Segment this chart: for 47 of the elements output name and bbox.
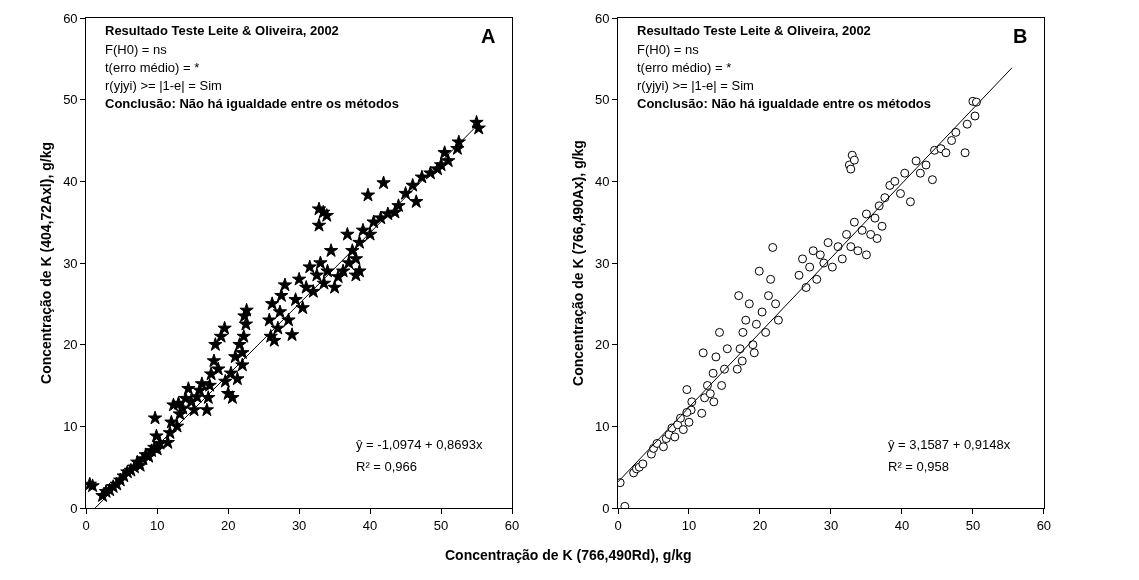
x-tick-label: 40 [894, 517, 910, 533]
y-tick-label: 30 [63, 255, 78, 271]
x-tick-label: 60 [504, 517, 520, 533]
annotation: r(yjyi) >= |1-e| = Sim [105, 78, 222, 93]
y-tick-label: 40 [63, 173, 78, 189]
x-tick-label: 20 [752, 517, 768, 533]
x-tick-label: 10 [681, 517, 697, 533]
y-tick-label: 60 [594, 10, 610, 26]
y-tick-label: 0 [602, 500, 610, 516]
annotation: r(yjyi) >= |1-e| = Sim [637, 78, 754, 93]
annotation: A [481, 25, 496, 47]
x-tick-label: 60 [1036, 517, 1052, 533]
x-tick-label: 0 [614, 517, 622, 533]
y-tick-label: 20 [63, 337, 78, 353]
y-tick-label: 50 [63, 92, 78, 108]
annotation: Conclusão: Não há igualdade entre os métodos [105, 96, 399, 111]
x-axis-title: Concentração de K (766,490Rd), g/kg [445, 547, 692, 563]
annotation: Conclusão: Não há igualdade entre os métodos [637, 96, 931, 111]
y-tick-label: 20 [594, 337, 610, 353]
y-tick-label: 40 [594, 173, 610, 189]
annotation: ŷ = 3,1587 + 0,9148x [888, 437, 1011, 452]
x-tick-label: 20 [220, 517, 236, 533]
y-tick-label: 10 [63, 418, 78, 434]
annotation: t(erro médio) = * [637, 60, 732, 75]
x-tick-label: 0 [82, 517, 90, 533]
y-tick-label: 10 [594, 418, 610, 434]
x-tick-label: 10 [149, 517, 165, 533]
x-tick-label: 50 [433, 517, 449, 533]
y-tick-label: 0 [70, 500, 78, 516]
annotation: ŷ = -1,0974 + 0,8693x [356, 437, 483, 452]
x-tick-label: 30 [823, 517, 839, 533]
chart-title: Resultado Teste Leite & Oliveira, 2002 [637, 23, 871, 38]
y-tick-label: 50 [594, 92, 610, 108]
y-axis-title: Concentração de K (404,72Axl), g/kg [37, 142, 54, 384]
annotation: t(erro médio) = * [105, 60, 200, 75]
annotation: B [1013, 25, 1028, 47]
x-tick-label: 50 [965, 517, 981, 533]
y-tick-label: 60 [63, 10, 78, 26]
annotation: R² = 0,966 [356, 459, 418, 474]
annotation: F(H0) = ns [105, 42, 168, 57]
y-tick-label: 30 [594, 255, 610, 271]
annotation: F(H0) = ns [637, 42, 700, 57]
chart-title: Resultado Teste Leite & Oliveira, 2002 [105, 23, 339, 38]
annotation: R² = 0,958 [888, 459, 950, 474]
x-tick-label: 30 [291, 517, 307, 533]
x-tick-label: 40 [362, 517, 378, 533]
y-axis-title: Concentração de K (766,490Ax), g/kg [569, 140, 586, 386]
